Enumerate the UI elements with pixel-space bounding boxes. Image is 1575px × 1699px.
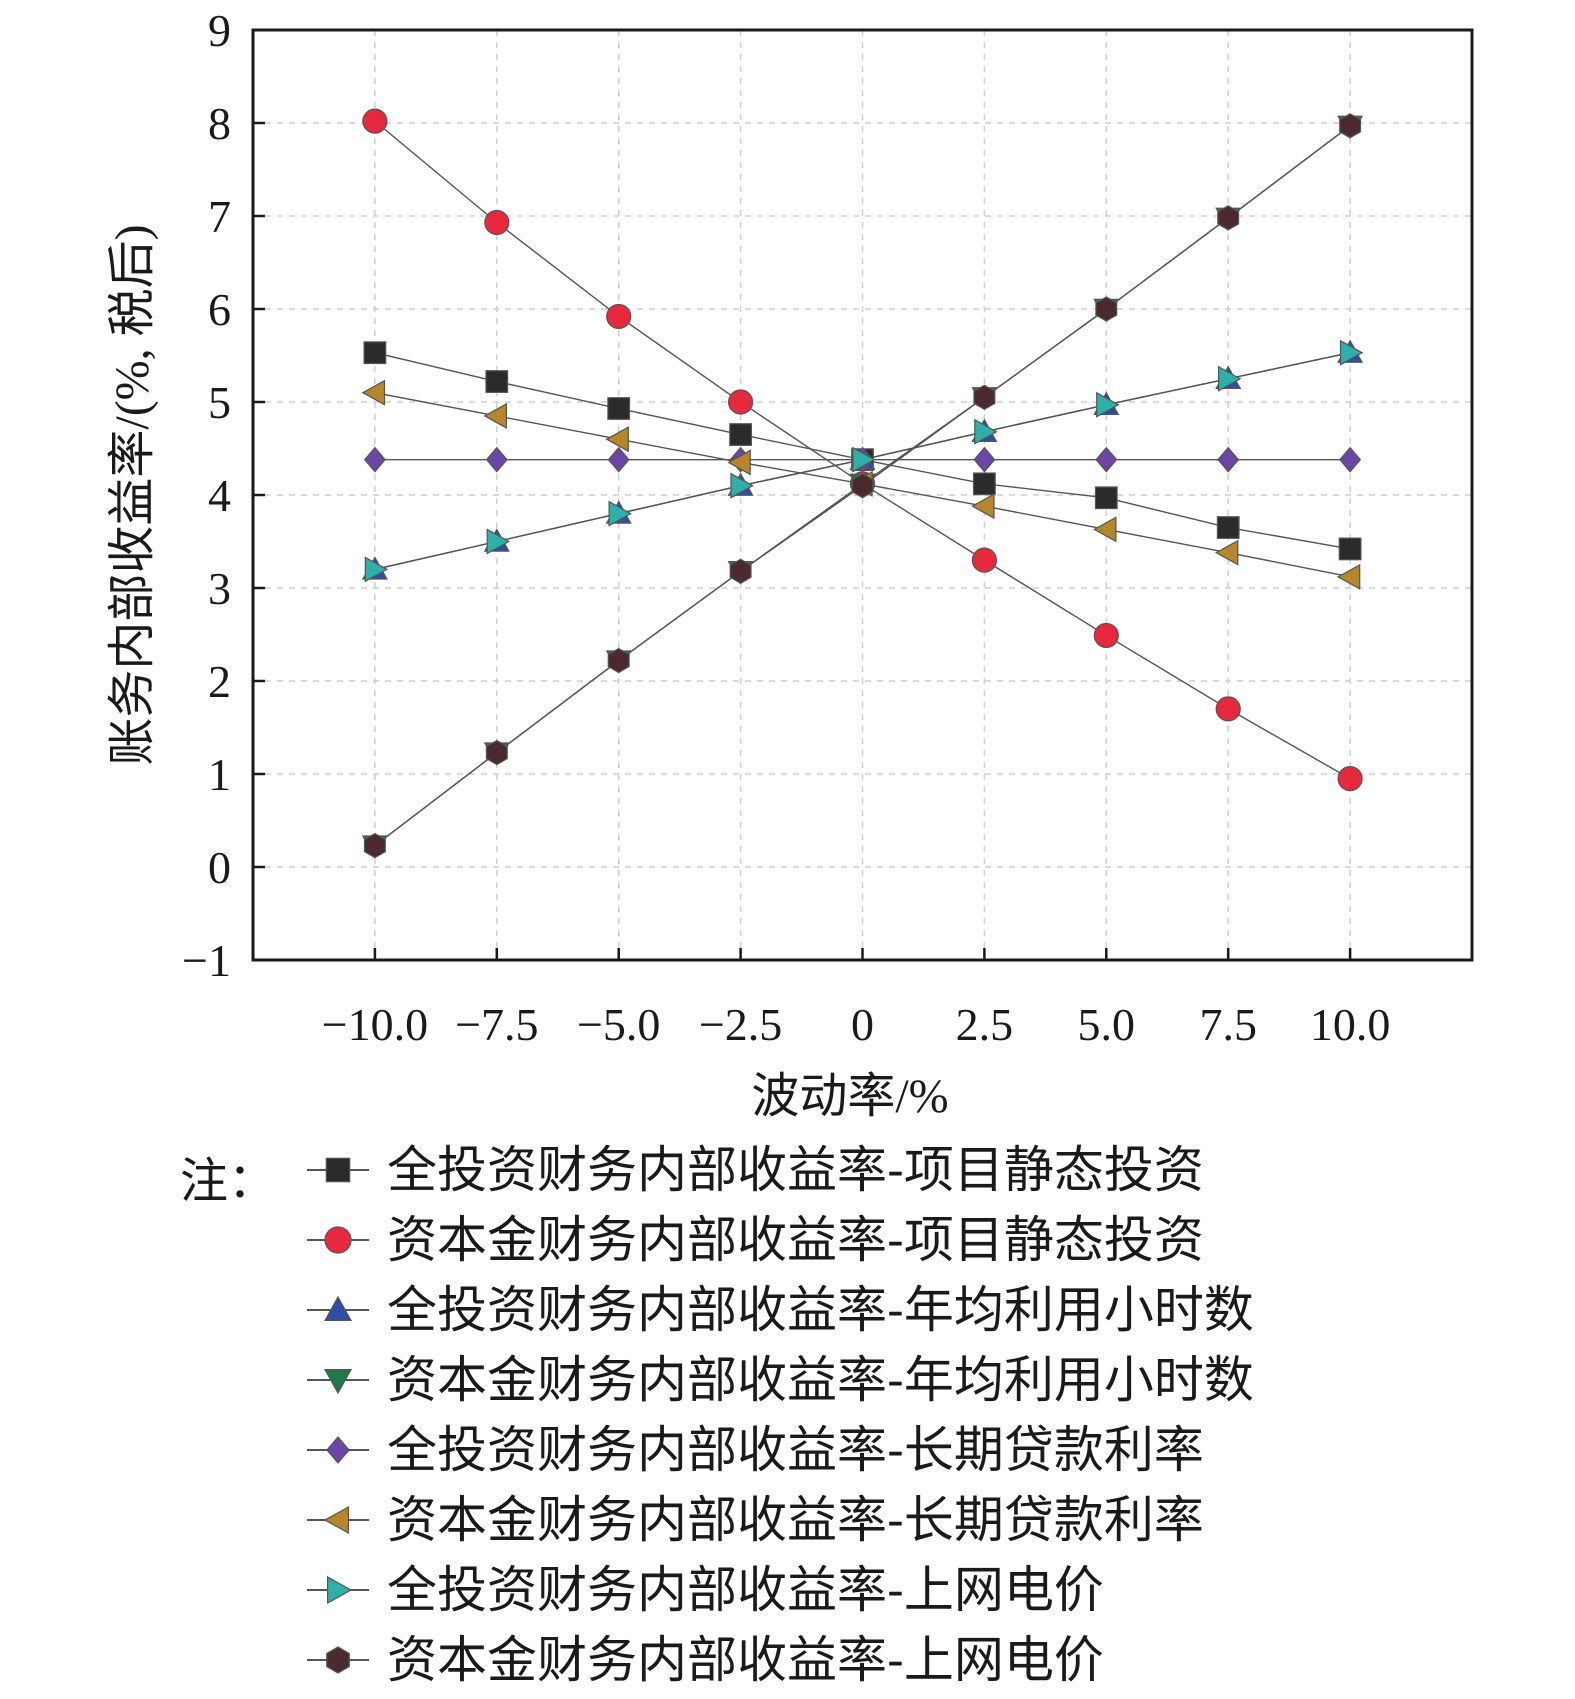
- x-tick-label: 7.5: [1199, 999, 1257, 1050]
- data-point-series-8: [1217, 205, 1240, 231]
- data-point-series-8: [973, 384, 996, 411]
- legend-marker: [327, 1575, 353, 1605]
- legend-swatch: [307, 1369, 369, 1395]
- data-point-series-7: [1339, 339, 1364, 366]
- data-point-series-8: [1095, 296, 1118, 322]
- y-tick-label: 3: [208, 563, 231, 614]
- data-point-series-8: [729, 558, 752, 584]
- data-point-series-7: [974, 418, 998, 445]
- data-point-series-1: [607, 397, 631, 420]
- data-point-series-5: [973, 446, 996, 473]
- x-axis-title: 波动率/%: [751, 1070, 948, 1123]
- y-tick-label: 5: [208, 377, 231, 428]
- chart: −1 0 1 2 3 4 5 6 7 8 9 −10.0 −7.5 −5.0 −2.5 0 2.5 5.0 7.5 1…: [106, 5, 1474, 1123]
- y-tick-label: 9: [208, 5, 231, 56]
- data-point-series-8: [363, 832, 386, 859]
- legend-swatch: [307, 1226, 369, 1254]
- legend-marker: [324, 1226, 352, 1254]
- axis-ticks: −1 0 1 2 3 4 5 6 7 8 9 −10.0 −7.5 −5.0 −2.5 0 2.5 5.0 7.5 1…: [182, 5, 1390, 1050]
- y-tick-label: 8: [208, 98, 231, 149]
- data-point-series-6: [1336, 563, 1361, 590]
- data-point-series-1: [485, 370, 509, 393]
- data-point-series-6: [483, 402, 507, 429]
- data-point-series-6: [971, 493, 995, 520]
- legend-marker: [323, 1505, 350, 1535]
- data-point-series-8: [607, 647, 630, 674]
- data-point-series-5: [485, 446, 508, 473]
- data-point-series-8: [851, 473, 874, 499]
- data-point-series-5: [1095, 446, 1118, 473]
- legend-label: 全投资财务内部收益率-年均利用小时数: [387, 1281, 1254, 1339]
- x-tick-label: −2.5: [699, 999, 782, 1050]
- x-tick-label: −7.5: [455, 999, 538, 1050]
- y-tick-label: 6: [208, 284, 231, 335]
- data-point-series-5: [1217, 446, 1240, 473]
- data-point-series-1: [729, 423, 752, 446]
- data-point-series-6: [605, 426, 629, 453]
- data-point-series-2: [727, 389, 754, 415]
- x-tick-label: 2.5: [956, 999, 1014, 1050]
- data-point-series-2: [484, 209, 510, 236]
- data-point-series-1: [1216, 516, 1240, 539]
- data-point-series-7: [730, 472, 754, 499]
- legend-swatch: [307, 1157, 369, 1183]
- y-tick-label: 1: [208, 749, 231, 800]
- legend-swatch: [307, 1646, 369, 1674]
- legend-swatch: [307, 1436, 369, 1464]
- legend-swatch: [307, 1575, 369, 1605]
- x-tick-label: 0: [851, 999, 874, 1050]
- y-tick-label: 4: [208, 470, 231, 521]
- legend-marker: [323, 1295, 353, 1322]
- data-point-series-1: [1338, 537, 1362, 561]
- y-tick-label: 7: [208, 191, 231, 242]
- legend-swatch: [307, 1295, 369, 1322]
- legend-marker: [326, 1436, 350, 1464]
- x-tick-label: 5.0: [1078, 999, 1136, 1050]
- data-point-series-7: [486, 528, 511, 555]
- data-point-series-6: [1214, 539, 1239, 566]
- legend-label: 全投资财务内部收益率-上网电价: [387, 1561, 1104, 1619]
- y-tick-label: −1: [182, 935, 231, 986]
- data-point-series-1: [363, 341, 387, 365]
- data-point-series-6: [361, 379, 386, 406]
- legend-label: 资本金财务内部收益率-年均利用小时数: [387, 1351, 1254, 1409]
- data-point-series-2: [1215, 696, 1241, 722]
- data-point-series-5: [1339, 446, 1362, 473]
- data-point-series-7: [1096, 391, 1120, 418]
- legend-swatch: [307, 1505, 369, 1535]
- data-point-series-7: [852, 446, 876, 473]
- legend-marker: [323, 1369, 353, 1395]
- data-point-series-2: [606, 303, 632, 330]
- data-point-series-7: [608, 500, 632, 527]
- legend-label: 资本金财务内部收益率-长期贷款利率: [387, 1491, 1204, 1549]
- data-point-series-5: [607, 446, 630, 473]
- data-point-series-2: [1093, 622, 1119, 649]
- data-point-series-7: [364, 556, 389, 583]
- x-tick-label: 10.0: [1310, 999, 1391, 1050]
- series-markers: [361, 108, 1364, 859]
- data-point-series-8: [485, 739, 508, 766]
- data-point-series-8: [1339, 113, 1362, 139]
- data-point-series-6: [1093, 516, 1117, 543]
- x-tick-label: −5.0: [577, 999, 660, 1050]
- data-point-series-1: [1094, 486, 1118, 510]
- legend-note: 注：: [180, 1153, 277, 1209]
- data-point-series-2: [971, 547, 998, 573]
- legend-marker: [325, 1157, 351, 1183]
- data-point-series-6: [727, 449, 751, 476]
- legend-label: 资本金财务内部收益率-项目静态投资: [387, 1211, 1204, 1269]
- legend-label: 资本金财务内部收益率-上网电价: [387, 1631, 1104, 1689]
- data-point-series-2: [1337, 766, 1363, 792]
- legend-marker: [326, 1646, 350, 1674]
- data-point-series-1: [972, 472, 996, 496]
- data-point-series-2: [362, 108, 388, 134]
- legend-label: 全投资财务内部收益率-项目静态投资: [387, 1141, 1204, 1199]
- y-tick-label: 0: [208, 842, 231, 893]
- data-point-series-5: [363, 446, 386, 473]
- x-tick-label: −10.0: [322, 999, 428, 1050]
- data-point-series-7: [1217, 365, 1242, 392]
- legend-label: 全投资财务内部收益率-长期贷款利率: [387, 1421, 1204, 1479]
- y-axis-title: 账务内部收益率/(%, 税后): [106, 224, 159, 765]
- y-tick-label: 2: [208, 656, 231, 707]
